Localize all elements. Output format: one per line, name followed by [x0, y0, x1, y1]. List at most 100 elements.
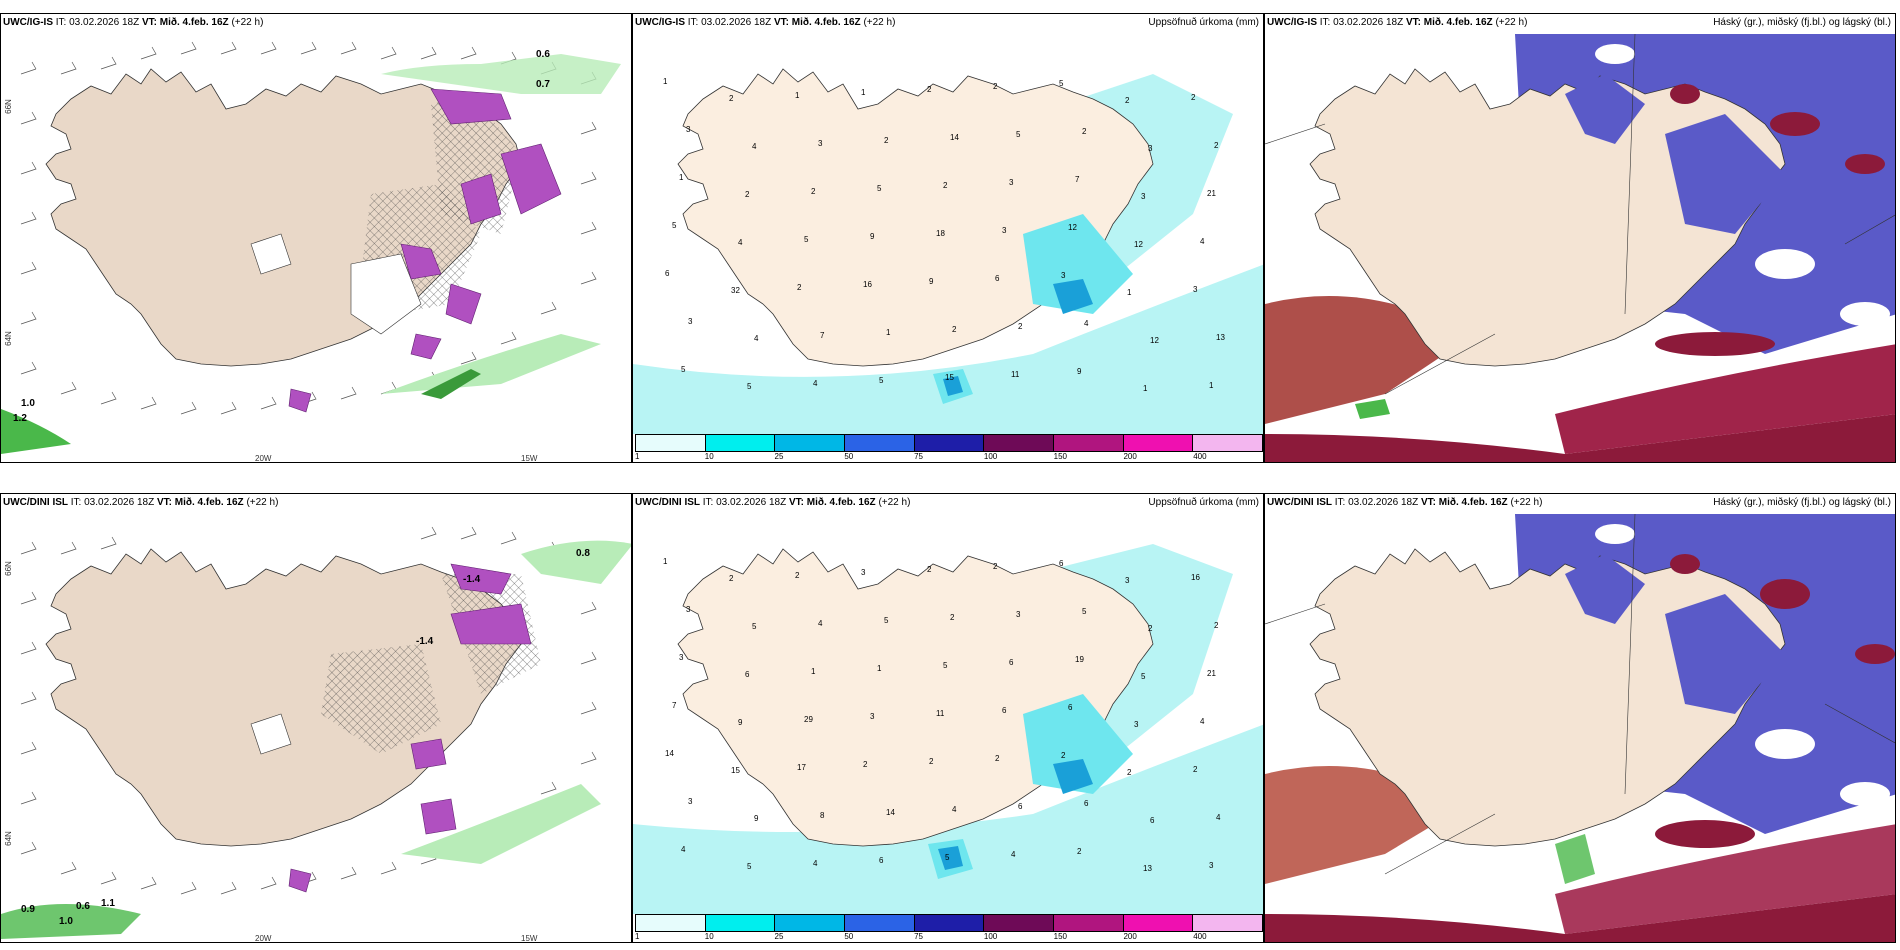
legend-swatch — [1193, 435, 1263, 451]
precip-value: 12 — [1068, 223, 1077, 232]
precip-value: 9 — [738, 718, 743, 727]
panel-subtitle: Uppsöfnuð úrkoma (mm) — [1148, 497, 1259, 508]
precip-legend — [635, 434, 1263, 452]
precip-value: 3 — [1134, 720, 1139, 729]
precip-value: 2 — [729, 94, 734, 103]
precip-value: 5 — [943, 661, 948, 670]
precip-value: 5 — [672, 221, 677, 230]
precip-value: 9 — [754, 814, 759, 823]
precip-value: 3 — [1009, 178, 1014, 187]
legend-tick: 1 — [635, 452, 640, 461]
precip-value: 2 — [1127, 768, 1132, 777]
precip-value: 19 — [1075, 655, 1084, 664]
temp-label: 1.0 — [21, 398, 35, 409]
legend-swatch — [914, 435, 985, 451]
legend-tick: 50 — [844, 932, 854, 941]
cloud-map — [1265, 33, 1895, 462]
precip-value: 5 — [747, 862, 752, 871]
precip-value: 15 — [945, 373, 954, 382]
wind-barbs — [20, 41, 597, 415]
panel-title: UWC/IG-IS IT: 03.02.2026 18Z VT: Mið. 4.… — [1267, 17, 1528, 28]
precip-value: 17 — [797, 763, 806, 772]
precip-value: 2 — [993, 562, 998, 571]
precip-value: 2 — [950, 613, 955, 622]
wind-map: 0.6 0.7 1.0 1.2 — [1, 41, 621, 454]
precip-value: 5 — [752, 622, 757, 631]
temp-label: 0.8 — [576, 548, 590, 559]
temp-label: 0.9 — [21, 904, 35, 915]
temp-label: 1.0 — [59, 916, 73, 927]
legend-swatch — [775, 915, 846, 931]
precip-value: 2 — [884, 136, 889, 145]
precip-value: 2 — [1061, 751, 1066, 760]
temp-label: 0.7 — [536, 79, 550, 90]
legend-tick: 25 — [774, 932, 784, 941]
precip-value: 2 — [943, 181, 948, 190]
legend-tick: 150 — [1053, 932, 1068, 941]
legend-tick: 75 — [914, 932, 924, 941]
precip-value: 2 — [795, 571, 800, 580]
panel-subtitle: Uppsöfnuð úrkoma (mm) — [1148, 17, 1259, 28]
precip-value: 2 — [952, 325, 957, 334]
precip-value: 16 — [863, 280, 872, 289]
precip-value: 2 — [1018, 322, 1023, 331]
panel-title: UWC/DINI ISL IT: 03.02.2026 18Z VT: Mið.… — [635, 497, 911, 508]
precip-value: 6 — [1059, 559, 1064, 568]
precip-value: 3 — [1125, 576, 1130, 585]
map-panel-precip-dini: UWC/DINI ISL IT: 03.02.2026 18Z VT: Mið.… — [632, 493, 1264, 943]
precip-value: 21 — [1207, 669, 1216, 678]
legend-tick: 200 — [1123, 932, 1137, 941]
precip-value: 12 — [1134, 240, 1143, 249]
legend-swatch — [705, 435, 776, 451]
legend-swatch — [1123, 435, 1194, 451]
precip-value: 2 — [927, 85, 932, 94]
precip-value: 9 — [929, 277, 934, 286]
precip-value: 15 — [731, 766, 740, 775]
precip-value: 4 — [754, 334, 759, 343]
temp-label: -1.4 — [463, 574, 481, 585]
precip-value: 2 — [1125, 96, 1130, 105]
precip-value: 2 — [729, 574, 734, 583]
temp-label: 1.1 — [101, 898, 115, 909]
panel-title: UWC/IG-IS IT: 03.02.2026 18Z VT: Mið. 4.… — [3, 17, 264, 28]
precip-value: 16 — [1191, 573, 1200, 582]
panel-subtitle: Háský (gr.), miðský (fj.bl.) og lágský (… — [1713, 17, 1891, 28]
legend-tick: 1 — [635, 932, 640, 941]
precip-value: 2 — [927, 565, 932, 574]
precip-value: 5 — [1141, 672, 1146, 681]
precip-value: 4 — [1200, 717, 1205, 726]
legend-tick: 400 — [1193, 932, 1207, 941]
legend-swatch — [705, 915, 776, 931]
precip-value: 1 — [1209, 381, 1214, 390]
precip-value: 3 — [686, 605, 691, 614]
panel-title: UWC/DINI ISL IT: 03.02.2026 18Z VT: Mið.… — [3, 497, 279, 508]
precip-value: 14 — [886, 808, 895, 817]
precip-value: 4 — [813, 379, 818, 388]
temp-label: 1.2 — [13, 413, 27, 424]
precip-value: 32 — [731, 286, 740, 295]
map-panel-wind-igis: UWC/IG-IS IT: 03.02.2026 18Z VT: Mið. 4.… — [0, 13, 632, 463]
precip-value: 6 — [1068, 703, 1073, 712]
precip-value: 1 — [663, 77, 668, 86]
precip-value: 12 — [1150, 336, 1159, 345]
map-panel-precip-igis: UWC/IG-IS IT: 03.02.2026 18Z VT: Mið. 4.… — [632, 13, 1264, 463]
precip-value: 2 — [1148, 624, 1153, 633]
legend-tick: 50 — [844, 452, 854, 461]
precip-value: 4 — [681, 845, 686, 854]
precip-value: 5 — [879, 376, 884, 385]
legend-swatch — [845, 915, 915, 931]
precip-value: 1 — [795, 91, 800, 100]
precip-value: 5 — [945, 853, 950, 862]
wind-map: 0.8 -1.4 -1.4 0.6 1.1 0.9 1.0 — [1, 526, 631, 939]
precip-value: 3 — [1148, 144, 1153, 153]
precip-value: 6 — [1002, 706, 1007, 715]
precip-value: 4 — [1084, 319, 1089, 328]
legend-swatch — [636, 915, 706, 931]
legend-swatch — [636, 435, 706, 451]
precip-value: 1 — [1127, 288, 1132, 297]
precip-value: 4 — [1011, 850, 1016, 859]
lat-label: 64N — [3, 831, 13, 846]
precip-value: 5 — [1082, 607, 1087, 616]
precip-value: 4 — [952, 805, 957, 814]
legend-swatch — [1123, 915, 1194, 931]
